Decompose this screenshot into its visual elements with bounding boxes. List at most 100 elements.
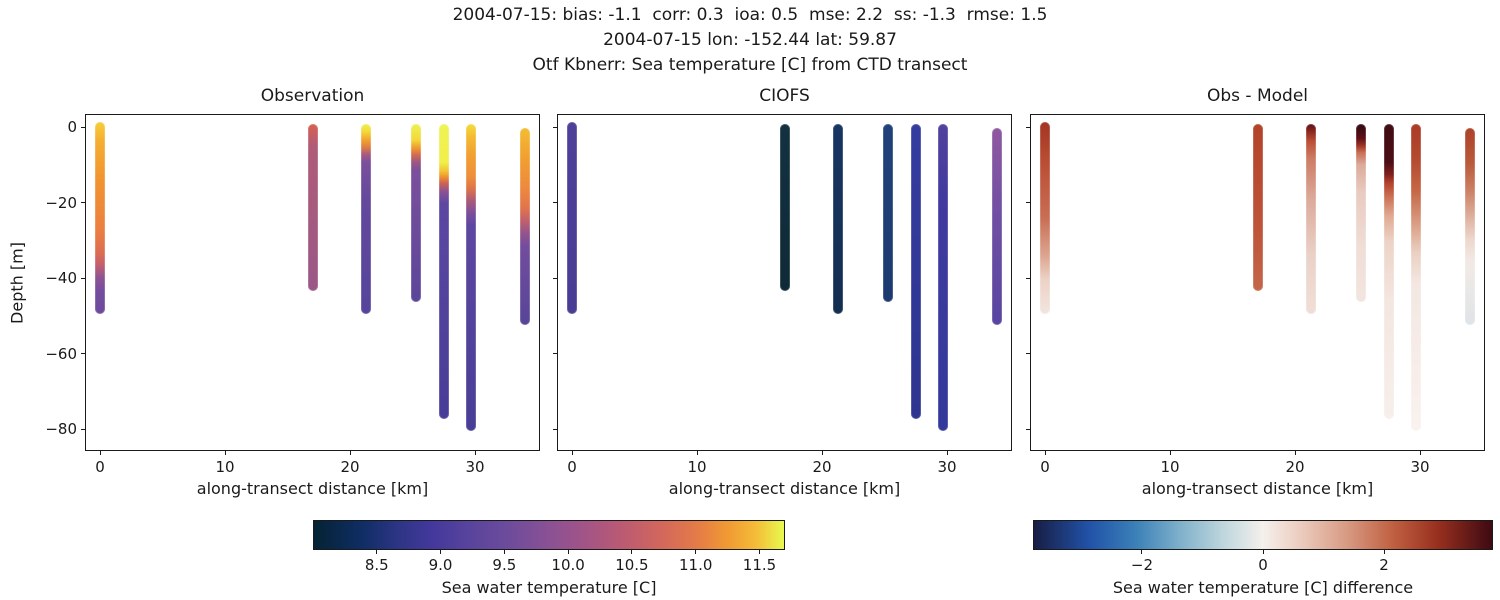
data-column bbox=[1411, 124, 1422, 431]
x-axis-label: along-transect distance [km] bbox=[668, 479, 901, 498]
x-tick bbox=[1044, 451, 1046, 455]
colorbar-tick-label: 11.0 bbox=[678, 556, 713, 574]
figure-header: 2004-07-15: bias: -1.1 corr: 0.3 ioa: 0.… bbox=[0, 3, 1500, 78]
x-tick bbox=[1294, 451, 1296, 455]
colorbar bbox=[313, 520, 785, 550]
x-tick bbox=[696, 451, 698, 455]
data-column bbox=[910, 124, 921, 420]
y-tick-label: −60 bbox=[45, 344, 77, 363]
figure-title: Otf Kbnerr: Sea temperature [C] from CTD… bbox=[532, 55, 968, 75]
x-tick-label: 0 bbox=[567, 458, 577, 476]
x-tick bbox=[349, 451, 351, 455]
colorbar-tick-label: 10.0 bbox=[551, 556, 585, 574]
data-column bbox=[833, 124, 844, 314]
y-tick bbox=[1026, 126, 1030, 128]
stats-line: 2004-07-15: bias: -1.1 corr: 0.3 ioa: 0.… bbox=[452, 5, 1048, 25]
colorbar-tick-label: 2 bbox=[1379, 556, 1389, 574]
data-column bbox=[1465, 127, 1475, 325]
data-column bbox=[1356, 124, 1367, 303]
x-tick-label: 10 bbox=[215, 458, 235, 476]
data-column bbox=[95, 122, 105, 314]
data-column bbox=[1040, 122, 1050, 314]
data-column bbox=[1383, 124, 1394, 420]
x-tick-label: 30 bbox=[1410, 458, 1430, 476]
x-tick-label: 30 bbox=[937, 458, 957, 476]
y-tick bbox=[81, 202, 85, 204]
data-column bbox=[938, 124, 949, 431]
x-tick bbox=[821, 451, 823, 455]
colorbar-tick bbox=[440, 550, 442, 554]
x-tick bbox=[571, 451, 573, 455]
colorbar-tick-label: −2 bbox=[1130, 556, 1153, 574]
colorbar-tick-label: 9.5 bbox=[492, 556, 517, 574]
data-column bbox=[466, 124, 477, 431]
x-tick-label: 10 bbox=[687, 458, 707, 476]
y-tick bbox=[1026, 428, 1030, 430]
y-tick-label: −40 bbox=[45, 269, 77, 288]
colorbar-tick-label: 0 bbox=[1258, 556, 1268, 574]
x-tick-label: 0 bbox=[1040, 458, 1050, 476]
colorbar-tick bbox=[503, 550, 505, 554]
colorbar-tick-label: 10.5 bbox=[615, 556, 649, 574]
data-column bbox=[567, 122, 577, 314]
x-axis-label: along-transect distance [km] bbox=[1141, 479, 1374, 498]
colorbar-tick-label: 9.0 bbox=[428, 556, 453, 574]
data-column bbox=[992, 127, 1002, 325]
colorbar bbox=[1033, 520, 1493, 550]
colorbar-tick bbox=[1262, 550, 1264, 554]
x-tick bbox=[1419, 451, 1421, 455]
data-column bbox=[438, 124, 449, 420]
x-tick bbox=[224, 451, 226, 455]
y-tick bbox=[1026, 277, 1030, 279]
colorbar-tick bbox=[1141, 550, 1143, 554]
y-tick bbox=[553, 277, 557, 279]
x-tick-label: 20 bbox=[340, 458, 360, 476]
colorbar-tick bbox=[1383, 550, 1385, 554]
data-column bbox=[779, 124, 790, 291]
data-column bbox=[520, 127, 530, 325]
data-column bbox=[883, 124, 894, 303]
data-column bbox=[411, 124, 422, 303]
y-tick bbox=[81, 353, 85, 355]
y-tick bbox=[81, 126, 85, 128]
colorbar-tick bbox=[567, 550, 569, 554]
panel-title-ciofs: CIOFS bbox=[759, 86, 810, 106]
y-tick-label: −20 bbox=[45, 193, 77, 212]
colorbar-tick bbox=[631, 550, 633, 554]
x-tick bbox=[474, 451, 476, 455]
x-tick-label: 0 bbox=[95, 458, 105, 476]
data-column bbox=[1252, 124, 1263, 291]
x-tick-label: 20 bbox=[812, 458, 832, 476]
y-tick bbox=[81, 277, 85, 279]
panel-title-obs-model: Obs - Model bbox=[1206, 86, 1308, 106]
y-axis-label: Depth [m] bbox=[7, 241, 27, 324]
y-tick bbox=[81, 428, 85, 430]
y-tick bbox=[1026, 353, 1030, 355]
data-column bbox=[361, 124, 372, 314]
colorbar-tick-label: 8.5 bbox=[364, 556, 389, 574]
location-line: 2004-07-15 lon: -152.44 lat: 59.87 bbox=[603, 30, 897, 50]
y-tick bbox=[553, 202, 557, 204]
x-tick-label: 10 bbox=[1160, 458, 1180, 476]
colorbar-tick bbox=[758, 550, 760, 554]
colorbar-label: Sea water temperature [C] difference bbox=[1112, 578, 1414, 597]
colorbar-tick bbox=[695, 550, 697, 554]
x-tick-label: 20 bbox=[1285, 458, 1305, 476]
data-column bbox=[307, 124, 318, 291]
y-tick bbox=[553, 353, 557, 355]
panel-title-observation: Observation bbox=[260, 86, 365, 106]
y-tick-label: −80 bbox=[45, 420, 77, 439]
data-column bbox=[1306, 124, 1317, 314]
x-tick bbox=[99, 451, 101, 455]
colorbar-tick bbox=[376, 550, 378, 554]
y-tick bbox=[1026, 202, 1030, 204]
y-tick-label: 0 bbox=[67, 118, 77, 137]
y-tick bbox=[553, 126, 557, 128]
x-axis-label: along-transect distance [km] bbox=[196, 479, 429, 498]
x-tick-label: 30 bbox=[465, 458, 485, 476]
x-tick bbox=[1169, 451, 1171, 455]
colorbar-tick-label: 11.5 bbox=[742, 556, 777, 574]
colorbar-label: Sea water temperature [C] bbox=[441, 578, 657, 597]
y-tick bbox=[553, 428, 557, 430]
